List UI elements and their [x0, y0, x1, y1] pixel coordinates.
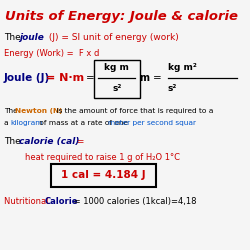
- Text: =: =: [86, 73, 95, 83]
- Text: heat required to raise 1 g of H₂O 1°C: heat required to raise 1 g of H₂O 1°C: [25, 153, 180, 162]
- Text: meter per second squar: meter per second squar: [108, 120, 196, 126]
- Text: is the amount of force that is required to a: is the amount of force that is required …: [54, 108, 213, 114]
- Text: kg m: kg m: [104, 63, 129, 72]
- Text: s²: s²: [168, 84, 177, 94]
- Text: The: The: [4, 33, 24, 42]
- FancyBboxPatch shape: [94, 60, 140, 98]
- Text: =: =: [154, 73, 162, 83]
- Text: kg m²: kg m²: [168, 63, 196, 72]
- Text: Joule (J): Joule (J): [4, 73, 50, 83]
- Text: The: The: [4, 108, 20, 114]
- Text: of mass at a rate of one: of mass at a rate of one: [37, 120, 131, 126]
- Text: Newton (N): Newton (N): [15, 108, 63, 114]
- Text: = N·m: = N·m: [46, 73, 84, 83]
- Text: Energy (Work) =  F x d: Energy (Work) = F x d: [4, 49, 99, 58]
- Text: a: a: [4, 120, 11, 126]
- Text: Nutritional: Nutritional: [4, 197, 51, 206]
- Text: joule: joule: [19, 33, 44, 42]
- Text: s²: s²: [112, 84, 122, 94]
- Text: Units of Energy: Joule & calorie: Units of Energy: Joule & calorie: [4, 10, 237, 23]
- Text: calorie (cal): calorie (cal): [19, 136, 80, 145]
- Text: = 1000 calories (1kcal)=4,18: = 1000 calories (1kcal)=4,18: [71, 197, 197, 206]
- Text: 1 cal = 4.184 J: 1 cal = 4.184 J: [61, 170, 146, 180]
- FancyBboxPatch shape: [51, 164, 156, 187]
- Text: m: m: [140, 73, 150, 83]
- Text: The: The: [4, 136, 24, 145]
- Text: (J) = SI unit of energy (work): (J) = SI unit of energy (work): [46, 33, 179, 42]
- Text: kilogram: kilogram: [10, 120, 43, 126]
- Text: =: =: [74, 136, 85, 145]
- Text: Calorie: Calorie: [45, 197, 78, 206]
